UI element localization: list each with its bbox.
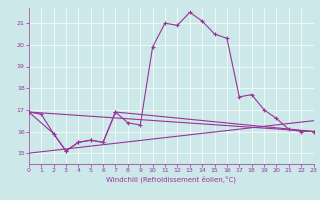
X-axis label: Windchill (Refroidissement éolien,°C): Windchill (Refroidissement éolien,°C) bbox=[106, 176, 236, 183]
